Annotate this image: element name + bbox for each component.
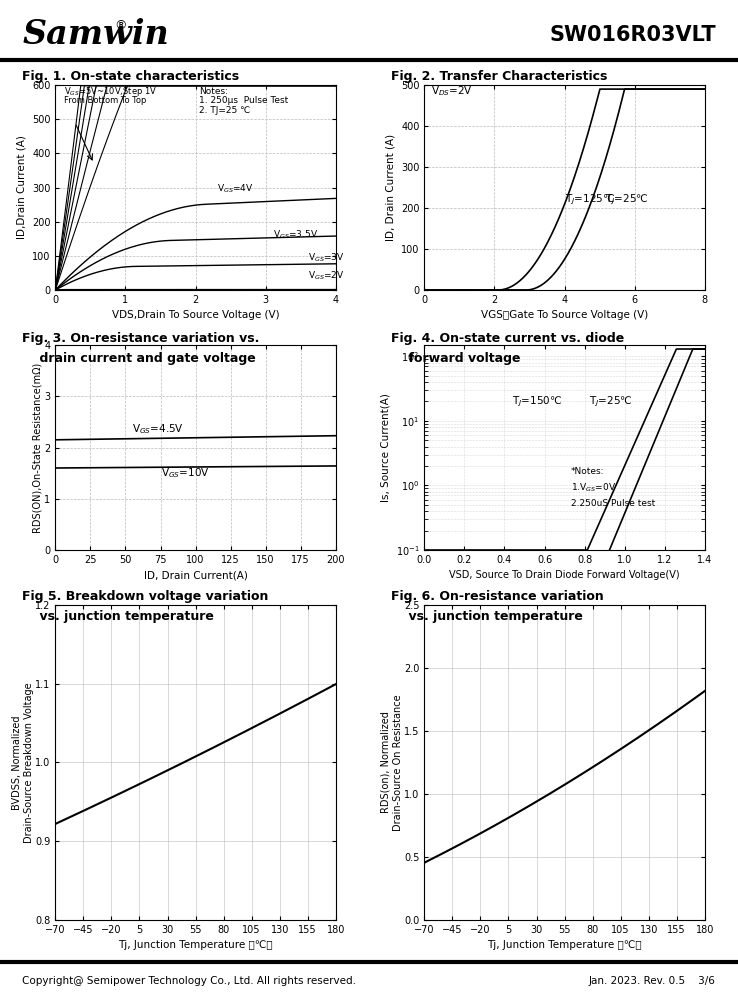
Text: vs. junction temperature: vs. junction temperature bbox=[391, 610, 583, 623]
Text: drain current and gate voltage: drain current and gate voltage bbox=[22, 352, 256, 365]
Text: V$_{GS}$=4.5V: V$_{GS}$=4.5V bbox=[133, 422, 184, 436]
Text: 1.V$_{GS}$=0V: 1.V$_{GS}$=0V bbox=[570, 481, 616, 494]
Text: 2.250uS Pulse test: 2.250uS Pulse test bbox=[570, 499, 655, 508]
Text: V$_{GS}$=10V: V$_{GS}$=10V bbox=[161, 466, 209, 480]
Text: forward voltage: forward voltage bbox=[391, 352, 520, 365]
X-axis label: ID, Drain Current(A): ID, Drain Current(A) bbox=[144, 570, 247, 580]
Text: T$_J$=125℃: T$_J$=125℃ bbox=[565, 192, 615, 207]
Text: V$_{GS}$=4V: V$_{GS}$=4V bbox=[217, 183, 253, 195]
X-axis label: Tj, Junction Temperature （℃）: Tj, Junction Temperature （℃） bbox=[118, 940, 273, 950]
Y-axis label: ID, Drain Current (A): ID, Drain Current (A) bbox=[385, 134, 396, 241]
X-axis label: VDS,Drain To Source Voltage (V): VDS,Drain To Source Voltage (V) bbox=[111, 310, 280, 320]
Text: V$_{GS}$=2V: V$_{GS}$=2V bbox=[308, 269, 345, 282]
Text: SW016R03VLT: SW016R03VLT bbox=[549, 25, 716, 45]
Text: Jan. 2023. Rev. 0.5    3/6: Jan. 2023. Rev. 0.5 3/6 bbox=[589, 976, 716, 986]
Text: Samwin: Samwin bbox=[22, 18, 169, 51]
Text: Copyright@ Semipower Technology Co., Ltd. All rights reserved.: Copyright@ Semipower Technology Co., Ltd… bbox=[22, 976, 356, 986]
Text: T$_J$=25℃: T$_J$=25℃ bbox=[605, 192, 649, 207]
Text: T$_J$=25℃: T$_J$=25℃ bbox=[589, 395, 632, 409]
Y-axis label: BVDSS, Normalized
Drain-Source Breakdown Voltage: BVDSS, Normalized Drain-Source Breakdown… bbox=[12, 682, 34, 843]
Text: V$_{GS}$=3V: V$_{GS}$=3V bbox=[308, 251, 345, 264]
Y-axis label: RDS(on), Normalized
Drain-Source On Resistance: RDS(on), Normalized Drain-Source On Resi… bbox=[381, 694, 403, 831]
Text: ®: ® bbox=[114, 19, 127, 32]
Text: *Notes:: *Notes: bbox=[570, 467, 604, 476]
Text: V$_{GS}$=3.5V: V$_{GS}$=3.5V bbox=[273, 228, 318, 241]
Text: From Bottom To Top: From Bottom To Top bbox=[63, 96, 146, 105]
X-axis label: VGS，Gate To Source Voltage (V): VGS，Gate To Source Voltage (V) bbox=[481, 310, 648, 320]
Text: T$_J$=150℃: T$_J$=150℃ bbox=[512, 395, 563, 409]
Text: Fig. 3. On-resistance variation vs.: Fig. 3. On-resistance variation vs. bbox=[22, 332, 260, 345]
Text: Fig. 6. On-resistance variation: Fig. 6. On-resistance variation bbox=[391, 590, 604, 603]
Y-axis label: RDS(ON),On-State Resistance(mΩ): RDS(ON),On-State Resistance(mΩ) bbox=[33, 362, 43, 533]
Text: 2. TJ=25 ℃: 2. TJ=25 ℃ bbox=[199, 106, 250, 115]
Text: vs. junction temperature: vs. junction temperature bbox=[22, 610, 214, 623]
Y-axis label: ID,Drain Current (A): ID,Drain Current (A) bbox=[16, 136, 27, 239]
Text: Fig. 4. On-state current vs. diode: Fig. 4. On-state current vs. diode bbox=[391, 332, 624, 345]
Text: Notes:: Notes: bbox=[199, 87, 228, 96]
X-axis label: Tj, Junction Temperature （℃）: Tj, Junction Temperature （℃） bbox=[487, 940, 642, 950]
Text: Fig. 1. On-state characteristics: Fig. 1. On-state characteristics bbox=[22, 70, 239, 83]
Text: 1. 250μs  Pulse Test: 1. 250μs Pulse Test bbox=[199, 96, 289, 105]
Text: V$_{DS}$=2V: V$_{DS}$=2V bbox=[431, 84, 473, 98]
Text: V$_{GS}$=5V~10V,Step 1V: V$_{GS}$=5V~10V,Step 1V bbox=[63, 85, 157, 98]
Y-axis label: Is, Source Current(A): Is, Source Current(A) bbox=[380, 393, 390, 502]
X-axis label: VSD, Source To Drain Diode Forward Voltage(V): VSD, Source To Drain Diode Forward Volta… bbox=[449, 570, 680, 580]
Text: Fig. 2. Transfer Characteristics: Fig. 2. Transfer Characteristics bbox=[391, 70, 607, 83]
Text: Fig 5. Breakdown voltage variation: Fig 5. Breakdown voltage variation bbox=[22, 590, 269, 603]
